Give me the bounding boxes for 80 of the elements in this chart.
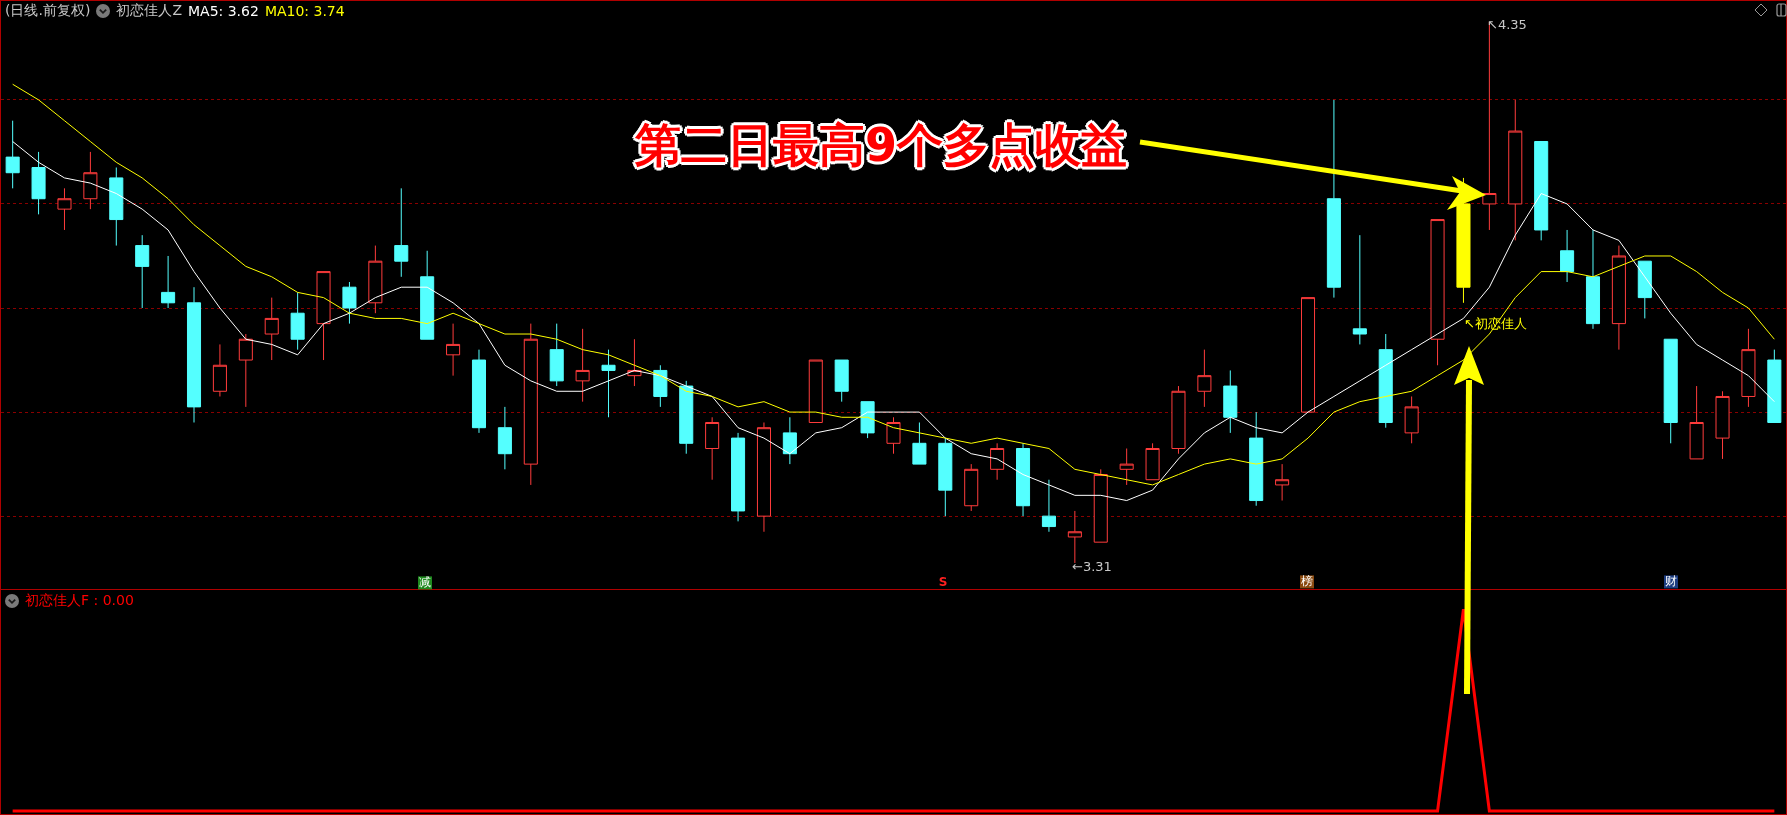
candlestick xyxy=(57,187,72,231)
candlestick xyxy=(238,333,253,408)
candlestick xyxy=(549,323,564,387)
candlestick xyxy=(342,281,357,325)
annotation: ↖初恋佳人 xyxy=(1464,315,1527,332)
candlestick xyxy=(1378,333,1393,429)
candlestick xyxy=(1016,442,1031,517)
annotation: 财 xyxy=(1664,574,1678,589)
candlestick xyxy=(886,416,901,455)
candlestick xyxy=(1456,177,1471,304)
candlestick xyxy=(1275,463,1290,502)
candlestick xyxy=(679,380,694,455)
candlestick xyxy=(135,234,150,309)
candlestick xyxy=(964,463,979,512)
candlestick xyxy=(316,271,331,361)
candlestick xyxy=(1689,385,1704,460)
annotation: S xyxy=(938,575,948,590)
annotation: 第二日最高9个多点收益 xyxy=(634,117,1128,172)
candlestick xyxy=(1249,411,1264,507)
candlestick xyxy=(990,442,1005,481)
candlestick xyxy=(161,255,176,309)
candlestick xyxy=(705,416,720,481)
candlestick xyxy=(808,359,823,423)
candlestick xyxy=(1067,510,1082,564)
candlestick xyxy=(1197,349,1212,408)
candlestick xyxy=(1404,395,1419,444)
text: MA5: 3.62 xyxy=(187,3,259,19)
candlestick xyxy=(1508,99,1523,241)
candlestick xyxy=(1767,349,1782,423)
candlestick xyxy=(1715,390,1730,460)
candlestick xyxy=(1560,229,1575,283)
candlestick xyxy=(860,401,875,439)
candlestick xyxy=(471,349,487,434)
candlestick xyxy=(1430,219,1445,366)
candlestick xyxy=(186,286,202,423)
candlestick xyxy=(1145,442,1160,481)
candlestick xyxy=(756,421,771,533)
annotation: 减 xyxy=(418,575,432,590)
candlestick xyxy=(394,187,409,278)
candlestick xyxy=(1637,260,1652,319)
candlestick xyxy=(368,245,383,314)
candlestick xyxy=(5,120,20,189)
annotation: ←3.31 xyxy=(1072,558,1112,575)
text: 初恋佳人F : 0.00 xyxy=(25,592,134,610)
candlestick xyxy=(1352,234,1367,345)
candlestick xyxy=(938,437,953,517)
candlestick xyxy=(1171,385,1186,455)
candlestick xyxy=(1534,141,1549,241)
candlestick xyxy=(1741,328,1756,408)
text: MA10: 3.74 xyxy=(264,3,345,19)
candlestick xyxy=(1300,297,1316,413)
chart-subtitle: 初恋佳人Z xyxy=(116,2,182,20)
annotation: 榜 xyxy=(1300,574,1314,589)
candlestick xyxy=(1663,338,1678,444)
candlestick xyxy=(1041,479,1056,533)
candlestick xyxy=(1119,448,1134,486)
candlestick xyxy=(523,323,538,486)
candlestick xyxy=(109,167,124,247)
candlestick xyxy=(212,343,227,397)
candlestick xyxy=(290,291,305,351)
candlestick xyxy=(1326,99,1341,299)
annotation: ↖4.35 xyxy=(1487,16,1527,33)
chart-title: (日线.前复权) xyxy=(5,2,91,20)
candlestick xyxy=(497,406,512,470)
candlestick xyxy=(446,323,461,377)
candlestick xyxy=(912,421,927,465)
candlestick xyxy=(1611,245,1626,351)
candlestick xyxy=(834,359,849,403)
candlestick xyxy=(1585,229,1601,330)
candlestick xyxy=(420,250,435,340)
candlestick xyxy=(601,349,616,418)
candlestick xyxy=(83,151,98,210)
candlestick xyxy=(31,151,46,215)
candlestick xyxy=(1093,468,1108,543)
candlestick xyxy=(575,328,590,403)
candlestick xyxy=(1223,369,1238,434)
candlestick xyxy=(782,416,797,465)
candlestick xyxy=(264,297,279,361)
candlestick xyxy=(731,432,746,522)
candlestick xyxy=(653,364,668,408)
